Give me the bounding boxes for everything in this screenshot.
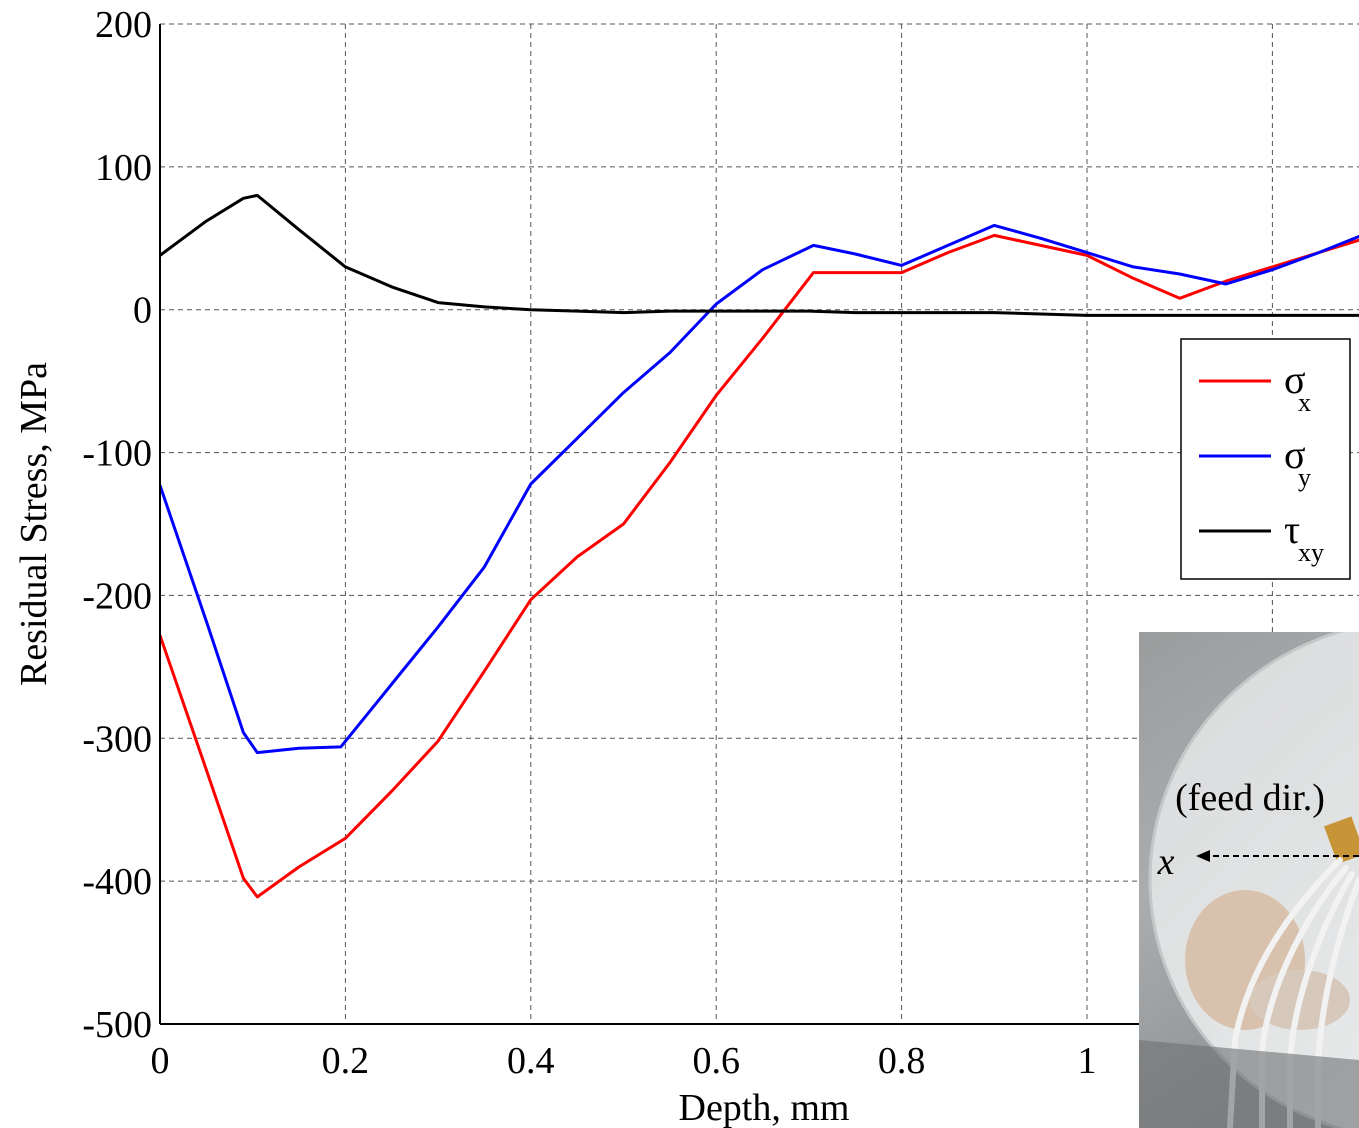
legend-label: σ <box>1284 432 1306 477</box>
series-line-σy <box>160 223 1359 755</box>
legend-label-subscript: y <box>1298 463 1311 492</box>
series-line-τxy <box>160 193 1359 317</box>
x-tick-label: 0.6 <box>692 1040 740 1082</box>
y-axis-label: Residual Stress, MPa <box>13 362 55 686</box>
y-tick-label: -400 <box>82 861 152 903</box>
x-tick-label: 1 <box>1078 1040 1097 1082</box>
y-tick-label: -500 <box>82 1004 152 1046</box>
x-tick-label: 0.4 <box>507 1040 555 1082</box>
x-axis-label: Depth, mm <box>679 1087 850 1128</box>
y-tick-label: 200 <box>95 4 152 46</box>
series-line-σx <box>160 233 1359 899</box>
series-lines <box>160 193 1359 899</box>
y-tick-label: -300 <box>82 718 152 760</box>
inset-photo: (feed dir.) x <box>1139 632 1359 1128</box>
y-tick-label: 100 <box>95 147 152 189</box>
gauge-wires <box>1227 857 1359 1128</box>
legend-label: τ <box>1284 507 1300 552</box>
legend-label: σ <box>1284 357 1306 402</box>
shadow-region <box>1139 1040 1359 1128</box>
legend-box <box>1180 338 1351 580</box>
x-tick-label: 0 <box>151 1040 170 1082</box>
y-tick-label: -100 <box>82 433 152 475</box>
strain-gauge <box>1324 816 1359 864</box>
y-tick-label: 0 <box>133 290 152 332</box>
tick-labels: 0 0.2 0.4 0.6 0.8 1 200 100 0 -100 -200 -300 -400 -50… <box>82 4 1096 1082</box>
arrow-head <box>1196 850 1210 862</box>
feed-direction-label: (feed dir.) <box>1175 777 1325 819</box>
x-direction-label: x <box>1157 841 1175 883</box>
y-tick-label: -200 <box>82 575 152 617</box>
x-tick-label: 0.2 <box>322 1040 370 1082</box>
x-tick-label: 0.8 <box>878 1040 926 1082</box>
legend-label-subscript: xy <box>1298 538 1324 567</box>
legend-label-subscript: x <box>1298 388 1311 417</box>
